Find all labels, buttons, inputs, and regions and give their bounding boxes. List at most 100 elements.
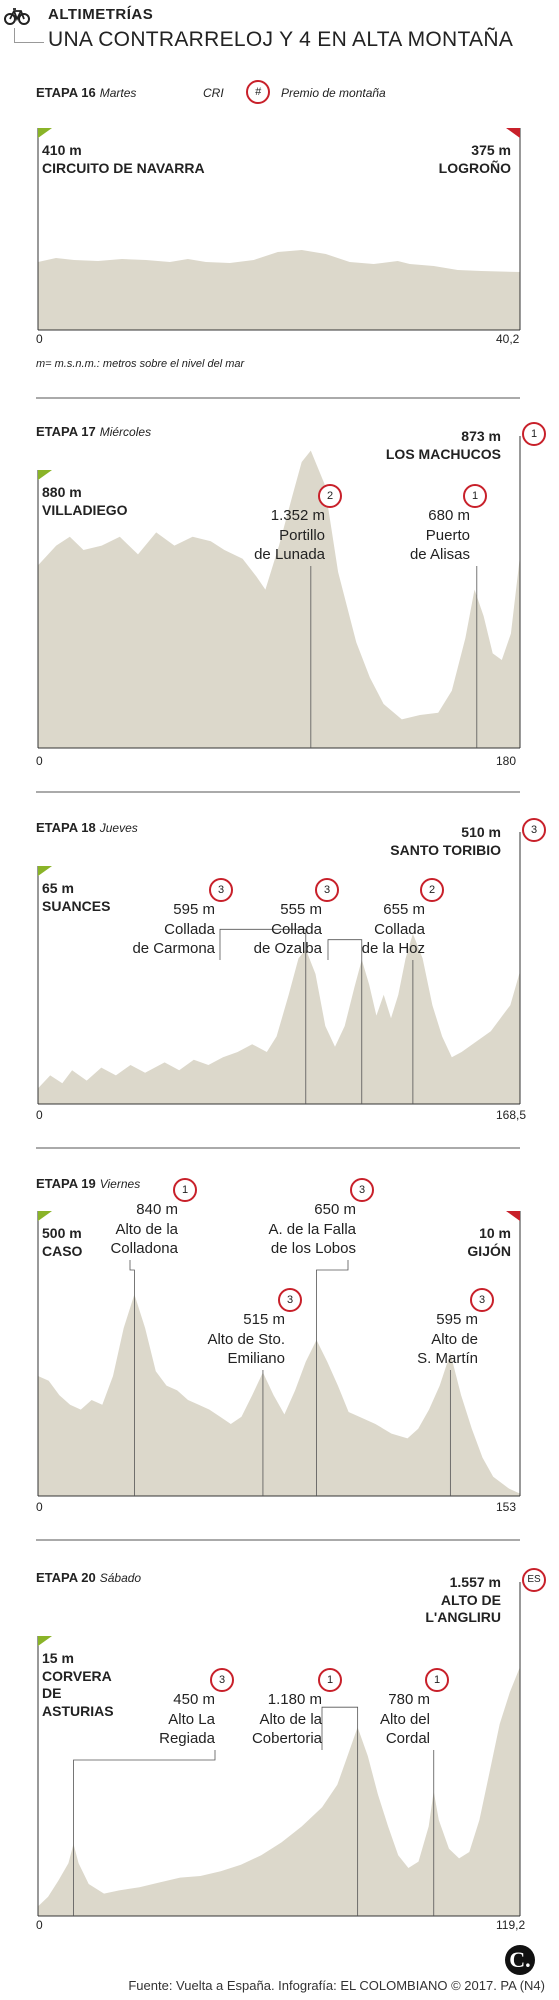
stage-16-profile-area bbox=[38, 250, 520, 330]
stage-19-km-start: 0 bbox=[36, 1500, 43, 1514]
stage-17-number: ETAPA 17 bbox=[36, 424, 96, 439]
stage-17-climb-2-label: 680 m Puerto de Alisas bbox=[410, 506, 470, 565]
stage-19-climb-2-altitude: 515 m bbox=[243, 1311, 285, 1328]
stage-19-finish-label: 10 m GIJÓN bbox=[467, 1225, 511, 1260]
stage-16-finish-name: LOGROÑO bbox=[438, 159, 511, 176]
stage-19-climb-3-label: 650 m A. de la Falla de los Lobos bbox=[268, 1200, 356, 1259]
stage-19-finish-altitude: 10 m bbox=[479, 1225, 511, 1241]
stage-17-finish-name: LOS MACHUCOS bbox=[385, 445, 501, 462]
stage-18-climb-1-label: 595 m Collada de Carmona bbox=[132, 900, 215, 959]
stage-20-climb-2-leader bbox=[321, 1706, 359, 1916]
stage-20-start-name: ASTURIAS bbox=[42, 1702, 114, 1719]
stage-19-start-label: 500 m CASO bbox=[42, 1225, 82, 1260]
stage-20-finish-label: 1.557 m ALTO DE L'ANGLIRU bbox=[425, 1574, 501, 1627]
stage-18-climb-3-name: Collada bbox=[374, 920, 425, 938]
stage-19-day: Viernes bbox=[99, 1177, 141, 1191]
stage-18-climb-2-category-badge: 3 bbox=[315, 878, 339, 902]
stage-18-start-flag bbox=[38, 866, 52, 876]
stage-17-climb-1-altitude: 1.352 m bbox=[270, 507, 325, 524]
stage-19-climb-3-category-badge: 3 bbox=[350, 1178, 374, 1202]
stage-18-start-label: 65 m SUANCES bbox=[42, 880, 110, 915]
stage-17-start-altitude: 880 m bbox=[42, 484, 82, 500]
stage-19-climb-4-label: 595 m Alto de S. Martín bbox=[417, 1310, 478, 1369]
stage-19-start-name: CASO bbox=[42, 1242, 83, 1259]
stage-18-climb-1-name: Collada bbox=[164, 920, 215, 938]
stage-17-climb-2-name: de Alisas bbox=[409, 546, 470, 563]
stage-20-km-start: 0 bbox=[36, 1918, 43, 1932]
stage-20-label: ETAPA 20 Sábado bbox=[36, 1570, 141, 1585]
legend-mountain-label: Premio de montaña bbox=[281, 86, 386, 100]
stage-20-climb-2-label: 1.180 m Alto de la Cobertoria bbox=[252, 1690, 322, 1749]
stage-19-climb-4-name: Alto de bbox=[431, 1330, 478, 1348]
stage-20-climb-3-name: Cordal bbox=[385, 1730, 430, 1747]
stage-20-climb-2-altitude: 1.180 m bbox=[267, 1691, 322, 1708]
stage-18-km-start: 0 bbox=[36, 1108, 43, 1122]
stage-18-climb-3-name: de la Hoz bbox=[361, 940, 425, 957]
stage-17-km-end: 180 bbox=[496, 754, 517, 768]
header-vertical-rule bbox=[14, 28, 15, 42]
stage-20-climb-3-category-badge: 1 bbox=[425, 1668, 449, 1692]
stage-19-climb-2-label: 515 m Alto de Sto. Emiliano bbox=[207, 1310, 285, 1369]
stage-20-start-altitude: 15 m bbox=[42, 1650, 74, 1666]
stage-18-start-altitude: 65 m bbox=[42, 880, 74, 896]
stage-16-start-flag bbox=[38, 128, 52, 138]
stage-18-climb-1-altitude: 595 m bbox=[173, 901, 215, 918]
stage-16-start-label: 410 m CIRCUITO DE NAVARRA bbox=[42, 142, 205, 177]
stage-16-finish-flag bbox=[506, 128, 520, 138]
stage-17-start-label: 880 m VILLADIEGO bbox=[42, 484, 128, 519]
stage-17-climb-2-category-badge: 1 bbox=[463, 484, 487, 508]
stage-18-label: ETAPA 18 Jueves bbox=[36, 820, 138, 835]
stage-18-number: ETAPA 18 bbox=[36, 820, 96, 835]
altitude-footnote: m= m.s.n.m.: metros sobre el nivel del m… bbox=[36, 358, 245, 370]
footer-credit: Fuente: Vuelta a España. Infografía: EL … bbox=[128, 1978, 545, 1993]
stage-20-climb-3-altitude: 780 m bbox=[388, 1691, 430, 1708]
stage-20-start-name: CORVERA bbox=[42, 1667, 112, 1684]
stage-19-climb-3-altitude: 650 m bbox=[314, 1201, 356, 1218]
stage-17-climb-2-altitude: 680 m bbox=[428, 507, 470, 524]
stage-20-finish-altitude: 1.557 m bbox=[449, 1574, 501, 1590]
stage-17-finish-label: 873 m LOS MACHUCOS bbox=[386, 428, 501, 463]
stage-20-climb-1-label: 450 m Alto La Regiada bbox=[159, 1690, 215, 1749]
stage-19-climb-2-category-badge: 3 bbox=[278, 1288, 302, 1312]
stage-18-climb-2-name: de Ozalba bbox=[253, 940, 322, 957]
stage-17-day: Miércoles bbox=[99, 425, 152, 439]
header-horizontal-rule bbox=[14, 42, 44, 43]
stage-19-km-end: 153 bbox=[496, 1500, 517, 1514]
stage-19-start-altitude: 500 m bbox=[42, 1225, 82, 1241]
stage-18-climb-1-name: de Carmona bbox=[132, 940, 215, 957]
stage-18-climb-1-category-badge: 3 bbox=[209, 878, 233, 902]
stage-20-climb-1-altitude: 450 m bbox=[173, 1691, 215, 1708]
stage-20-profile-area bbox=[38, 1666, 520, 1916]
stage-17-start-name: VILLADIEGO bbox=[42, 501, 128, 518]
stage-16-finish-label: 375 m LOGROÑO bbox=[439, 142, 511, 177]
stage-17-finish-altitude: 873 m bbox=[461, 428, 501, 444]
stage-19-number: ETAPA 19 bbox=[36, 1176, 96, 1191]
stage-17-label: ETAPA 17 Miércoles bbox=[36, 424, 151, 439]
stage-19-climb-2-name: Emiliano bbox=[227, 1350, 285, 1367]
stage-20-start-label: 15 m CORVERA DE ASTURIAS bbox=[42, 1650, 114, 1720]
stage-18-start-name: SUANCES bbox=[42, 897, 111, 914]
stage-18-finish-category-badge: 3 bbox=[522, 818, 546, 842]
stage-18-km-end: 168,5 bbox=[496, 1108, 527, 1122]
stage-18-climb-3-altitude: 655 m bbox=[383, 901, 425, 918]
stage-16-day: Martes bbox=[99, 86, 137, 100]
stage-19-finish-flag bbox=[506, 1211, 520, 1221]
stage-20-climb-1-leader bbox=[73, 1750, 216, 1916]
stage-19-climb-3-name: A. de la Falla bbox=[268, 1220, 356, 1238]
stage-20-start-name: DE bbox=[42, 1685, 62, 1701]
stage-19-label: ETAPA 19 Viernes bbox=[36, 1176, 140, 1191]
stage-18-climb-3-label: 655 m Collada de la Hoz bbox=[362, 900, 425, 959]
stage-20-climb-2-category-badge: 1 bbox=[318, 1668, 342, 1692]
stage-16-km-end: 40,2 bbox=[496, 332, 520, 346]
stage-18-climb-2-altitude: 555 m bbox=[280, 901, 322, 918]
stage-20-climb-1-name: Regiada bbox=[159, 1730, 215, 1747]
stage-17-profile-area bbox=[38, 450, 520, 748]
stage-20-finish-category-badge: ES bbox=[522, 1568, 546, 1592]
page-subtitle: UNA CONTRARRELOJ Y 4 EN ALTA MONTAÑA bbox=[48, 28, 514, 51]
stage-19-climb-1-name: Colladona bbox=[110, 1240, 178, 1257]
stage-16-number: ETAPA 16 bbox=[36, 85, 96, 100]
stage-20-finish-name: L'ANGLIRU bbox=[425, 1609, 501, 1625]
stage-20-climb-3-name: Alto del bbox=[379, 1710, 430, 1728]
stage-20-number: ETAPA 20 bbox=[36, 1570, 96, 1585]
stage-20-climb-2-name: Alto de la bbox=[259, 1710, 322, 1728]
